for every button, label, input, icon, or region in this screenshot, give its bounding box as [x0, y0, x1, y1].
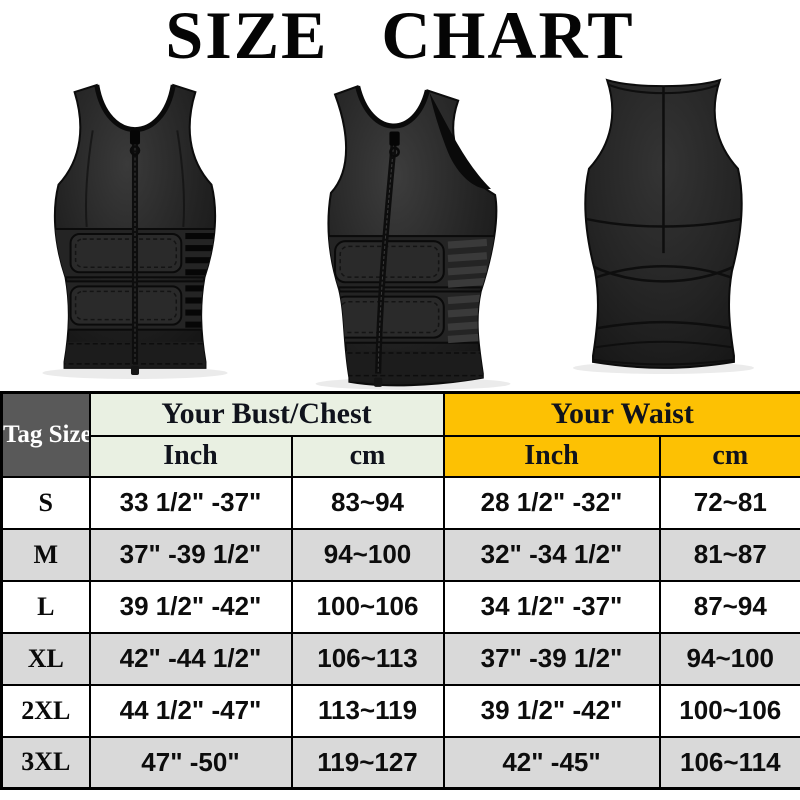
waist-cm-value: 72~81	[658, 475, 800, 530]
bust-cm-value: 94~100	[290, 527, 445, 582]
page-title: SIZE CHART	[165, 0, 635, 73]
vest-back-image	[556, 70, 776, 382]
bust-inch-value: 37" -39 1/2"	[88, 527, 293, 582]
bust-cm-header: cm	[290, 434, 445, 478]
bust-chest-group-header: Your Bust/Chest	[88, 391, 445, 437]
tag-size-header: Tag Size	[0, 391, 91, 478]
waist-cm-value: 87~94	[658, 579, 800, 634]
bust-cm-value: 119~127	[290, 735, 445, 790]
waist-cm-value: 94~100	[658, 631, 800, 686]
table-row-l: L 39 1/2" -42" 100~106 34 1/2" -37" 87~9…	[0, 579, 800, 634]
size-label: M	[0, 527, 91, 582]
waist-cm-header: cm	[658, 434, 800, 478]
waist-inch-value: 28 1/2" -32"	[442, 475, 661, 530]
bust-inch-value: 44 1/2" -47"	[88, 683, 293, 738]
waist-inch-value: 34 1/2" -37"	[442, 579, 661, 634]
waist-group-header: Your Waist	[442, 391, 800, 437]
size-table: Tag Size Your Bust/Chest Your Waist Inch…	[0, 391, 800, 790]
table-row-m: M 37" -39 1/2" 94~100 32" -34 1/2" 81~87	[0, 527, 800, 582]
bust-inch-header: Inch	[88, 434, 293, 478]
waist-cm-value: 106~114	[658, 735, 800, 790]
table-row-3xl: 3XL 47" -50" 119~127 42" -45" 106~114	[0, 735, 800, 790]
size-label: L	[0, 579, 91, 634]
bust-inch-value: 33 1/2" -37"	[88, 475, 293, 530]
bust-cm-value: 106~113	[290, 631, 445, 686]
waist-cm-value: 81~87	[658, 527, 800, 582]
size-table-header: Tag Size Your Bust/Chest Your Waist Inch…	[0, 391, 800, 478]
size-label: XL	[0, 631, 91, 686]
size-label: S	[0, 475, 91, 530]
bust-cm-value: 100~106	[290, 579, 445, 634]
size-label: 3XL	[0, 735, 91, 790]
waist-inch-value: 39 1/2" -42"	[442, 683, 661, 738]
bust-cm-value: 83~94	[290, 475, 445, 530]
waist-inch-value: 42" -45"	[442, 735, 661, 790]
waist-inch-value: 32" -34 1/2"	[442, 527, 661, 582]
waist-inch-value: 37" -39 1/2"	[442, 631, 661, 686]
table-row-s: S 33 1/2" -37" 83~94 28 1/2" -32" 72~81	[0, 475, 800, 530]
bust-cm-value: 113~119	[290, 683, 445, 738]
bust-inch-value: 47" -50"	[88, 735, 293, 790]
table-row-xl: XL 42" -44 1/2" 106~113 37" -39 1/2" 94~…	[0, 631, 800, 686]
size-label: 2XL	[0, 683, 91, 738]
vest-front-image	[30, 78, 240, 380]
waist-inch-header: Inch	[442, 434, 661, 478]
bust-inch-value: 39 1/2" -42"	[88, 579, 293, 634]
table-row-2xl: 2XL 44 1/2" -47" 113~119 39 1/2" -42" 10…	[0, 683, 800, 738]
bust-inch-value: 42" -44 1/2"	[88, 631, 293, 686]
vest-angled-image	[295, 74, 530, 392]
waist-cm-value: 100~106	[658, 683, 800, 738]
